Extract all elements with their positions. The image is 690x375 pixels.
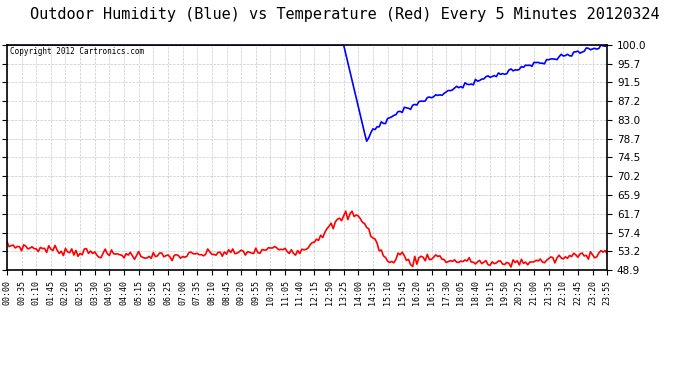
- Text: Outdoor Humidity (Blue) vs Temperature (Red) Every 5 Minutes 20120324: Outdoor Humidity (Blue) vs Temperature (…: [30, 8, 660, 22]
- Text: Copyright 2012 Cartronics.com: Copyright 2012 Cartronics.com: [10, 47, 144, 56]
